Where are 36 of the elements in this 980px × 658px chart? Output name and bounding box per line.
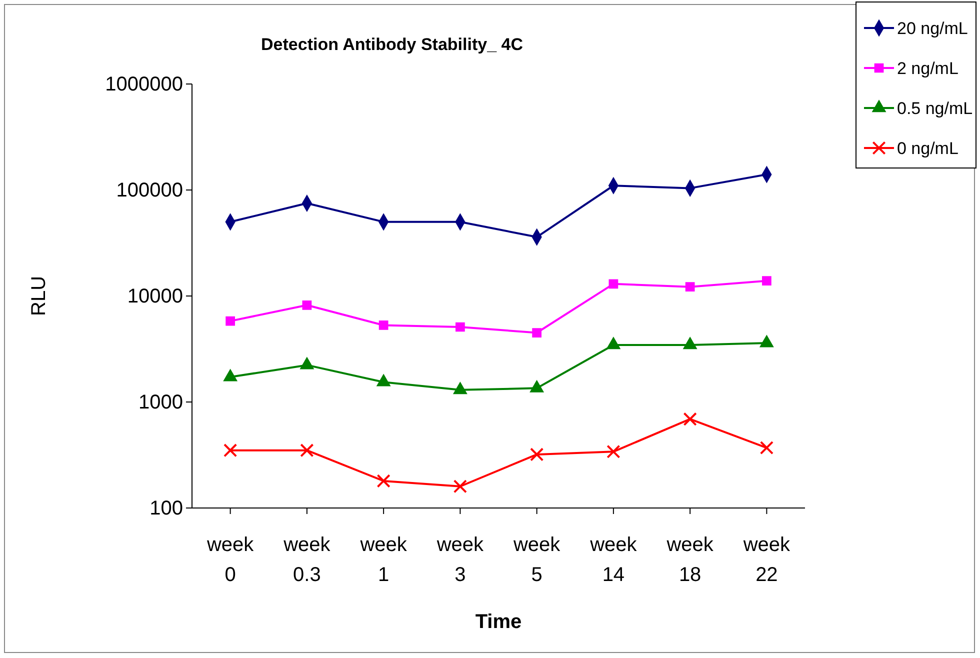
point [762,276,772,286]
legend-label: 2 ng/mL [897,59,958,78]
x-tick-label: week 5 [512,534,562,586]
y-tick-label: 100 [150,497,183,520]
x-tick-label: week 0.3 [282,534,332,586]
x-axis-title: Time [475,611,522,633]
y-axis-title: RLU [28,276,50,316]
point [530,448,544,462]
chart-title: Detection Antibody Stability_ 4C [261,35,523,54]
point [302,300,312,310]
x-tick-label: week 18 [666,534,714,586]
x-tick-label: week 14 [589,534,638,586]
x-tick-label: week 0 [206,534,255,586]
x-tick-label: week 3 [436,534,485,586]
y-tick-label: 1000000 [105,73,183,96]
x-tick-label: week 1 [359,534,408,586]
point [378,320,388,330]
x-tick-label: week 22 [742,534,792,586]
legend-label: 0 ng/mL [897,139,958,158]
point [376,474,390,488]
point [606,444,620,458]
legend-label: 0.5 ng/mL [897,99,973,118]
point [683,412,697,426]
legend-label: 20 ng/mL [897,19,968,38]
point [532,328,542,338]
point [456,322,465,332]
y-tick-label: 100000 [116,179,183,202]
point [300,444,314,458]
point [223,444,238,458]
point [226,316,235,326]
point [685,282,695,292]
point [608,279,618,289]
point [453,480,468,494]
y-tick-label: 1000 [138,391,183,414]
y-tick-label: 10000 [127,285,183,308]
point [760,440,774,455]
